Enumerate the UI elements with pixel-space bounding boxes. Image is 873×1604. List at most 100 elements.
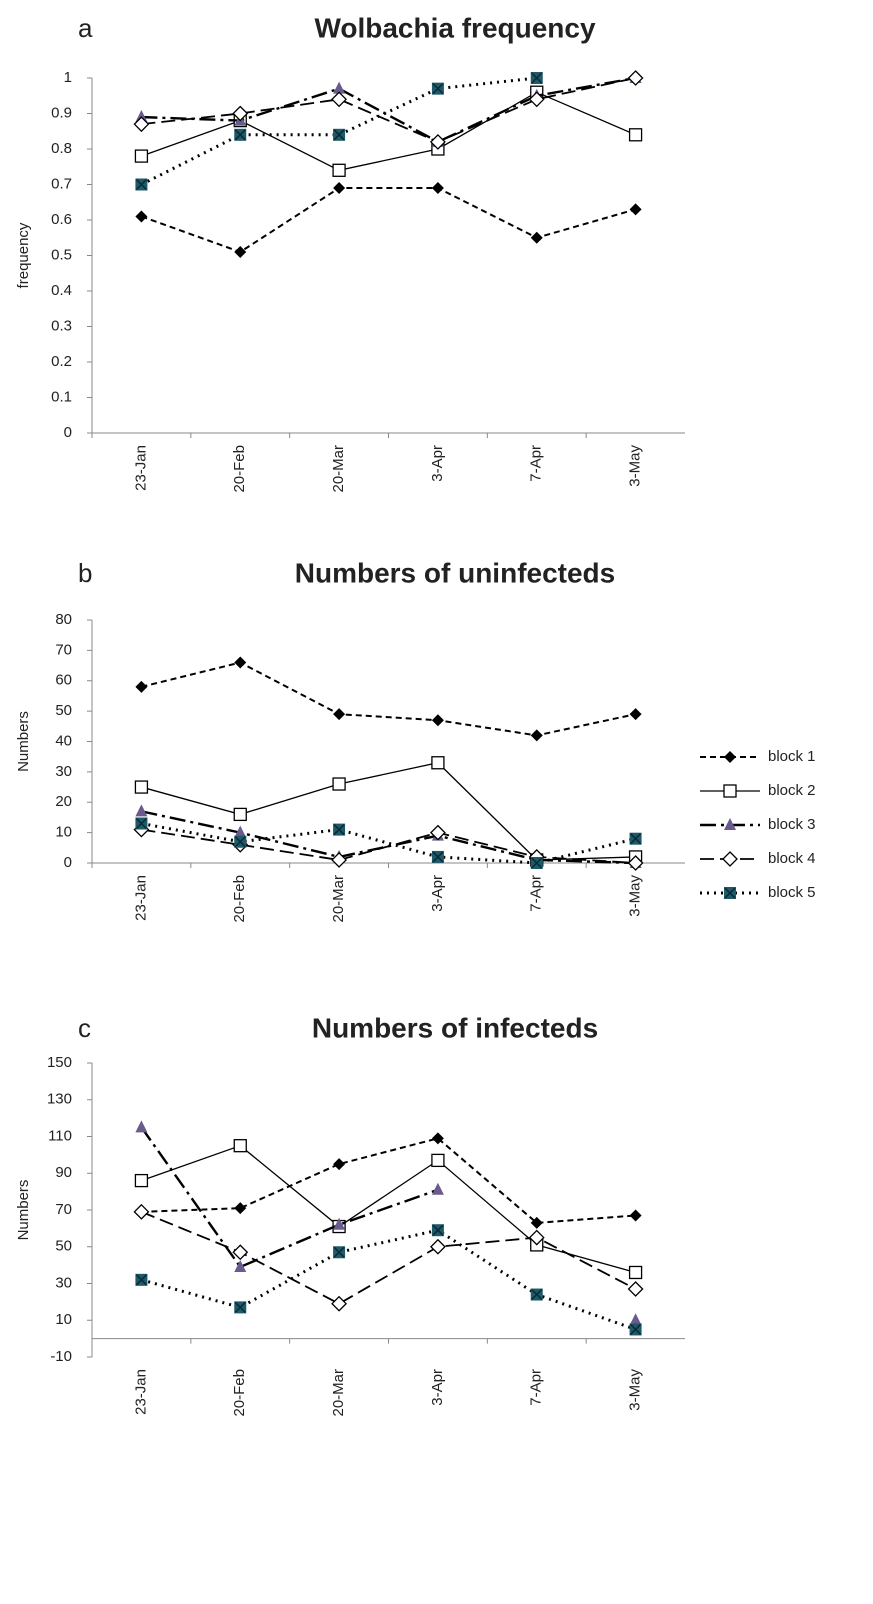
legend-label: block 2 — [768, 782, 816, 799]
data-point — [233, 1139, 247, 1153]
data-point — [333, 128, 346, 141]
marker-cross — [432, 83, 444, 95]
data-point — [135, 804, 148, 817]
data-point — [234, 835, 247, 848]
x-tick-label: 20-Feb — [231, 445, 248, 493]
y-tick-label: 10 — [55, 1311, 72, 1328]
data-point — [331, 1295, 348, 1312]
data-point — [135, 680, 148, 693]
legend-label: block 3 — [768, 816, 816, 833]
marker-cross — [135, 1274, 147, 1286]
x-tick-label: 20-Feb — [231, 875, 248, 923]
data-point — [333, 81, 346, 94]
data-point — [234, 1301, 247, 1314]
data-point — [133, 1203, 150, 1220]
data-point — [530, 857, 543, 869]
x-tick-label: 3-May — [627, 875, 644, 917]
x-tick-label: 23-Jan — [132, 875, 149, 921]
marker-cross — [630, 833, 642, 845]
series-line — [141, 1144, 636, 1274]
chart-title: Wolbachia frequency — [314, 12, 596, 43]
data-point — [429, 133, 446, 150]
data-point — [431, 714, 444, 727]
legend-label: block 4 — [768, 850, 816, 867]
data-point — [332, 163, 346, 177]
data-point — [530, 1288, 543, 1301]
x-tick-label: 3-May — [627, 445, 644, 487]
marker-cross — [531, 857, 543, 869]
data-point — [431, 756, 445, 770]
x-tick-label: 20-Mar — [330, 1369, 347, 1417]
data-point — [234, 656, 247, 669]
marker-cross — [234, 836, 246, 848]
data-point — [431, 1224, 444, 1237]
marker-cross — [135, 178, 147, 191]
y-tick-label: 0.4 — [51, 282, 72, 299]
y-tick-label: 60 — [55, 672, 72, 689]
x-tick-label: 20-Feb — [231, 1369, 248, 1417]
marker-cross — [333, 129, 345, 141]
series-line — [141, 77, 636, 143]
x-tick-label: 3-Apr — [429, 445, 446, 482]
marker-cross — [135, 817, 147, 830]
data-point — [134, 1173, 149, 1188]
y-tick-label: 150 — [47, 1054, 72, 1071]
data-point — [234, 245, 247, 258]
y-tick-label: 0 — [64, 424, 72, 441]
data-point — [431, 182, 444, 195]
y-tick-label: 0.7 — [51, 175, 72, 192]
y-tick-label: 30 — [55, 763, 72, 780]
y-tick-label: 0 — [64, 854, 72, 871]
y-tick-label: 0.5 — [51, 246, 72, 263]
data-point — [629, 1313, 642, 1326]
series-line — [141, 187, 636, 254]
data-point — [234, 825, 247, 838]
data-point — [135, 110, 148, 123]
y-tick-label: 0.9 — [51, 104, 72, 121]
data-point — [333, 1246, 346, 1259]
data-point — [233, 807, 247, 822]
y-axis-label: frequency — [15, 222, 32, 288]
y-tick-label: 30 — [55, 1274, 72, 1291]
marker-cross — [234, 1301, 246, 1313]
data-point — [234, 1202, 247, 1215]
marker-cross — [234, 129, 246, 141]
x-tick-label: 23-Jan — [132, 1369, 149, 1415]
data-point — [628, 1265, 643, 1280]
series-line — [140, 76, 537, 186]
series-line — [141, 1228, 637, 1331]
x-tick-label: 3-May — [627, 1369, 644, 1411]
y-tick-label: 40 — [55, 732, 72, 749]
data-point — [528, 91, 545, 108]
data-point — [629, 708, 642, 721]
y-tick-label: 110 — [48, 1127, 72, 1144]
x-tick-label: 7-Apr — [528, 1369, 545, 1406]
y-axis-label: Numbers — [15, 711, 32, 772]
marker-cross — [432, 851, 444, 863]
data-point — [629, 832, 642, 845]
data-point — [530, 231, 543, 244]
data-point — [135, 178, 148, 191]
data-point — [133, 116, 150, 133]
legend-marker — [722, 851, 738, 867]
y-tick-label: 70 — [55, 1201, 72, 1218]
marker-cross — [531, 72, 543, 84]
x-tick-label: 3-Apr — [429, 875, 446, 912]
data-point — [628, 128, 643, 142]
data-point — [333, 708, 346, 721]
y-tick-label: 20 — [55, 793, 72, 810]
y-tick-label: 50 — [55, 702, 72, 719]
series-line — [141, 76, 636, 144]
data-point — [135, 1273, 148, 1286]
data-point — [134, 780, 149, 794]
data-point — [232, 1244, 249, 1261]
data-point — [331, 91, 348, 108]
series-line — [141, 810, 636, 865]
data-point — [331, 852, 348, 868]
data-point — [530, 1216, 543, 1229]
series-line — [141, 91, 636, 171]
marker-cross — [531, 1288, 543, 1301]
y-tick-label: 90 — [55, 1164, 72, 1181]
data-point — [429, 824, 446, 841]
